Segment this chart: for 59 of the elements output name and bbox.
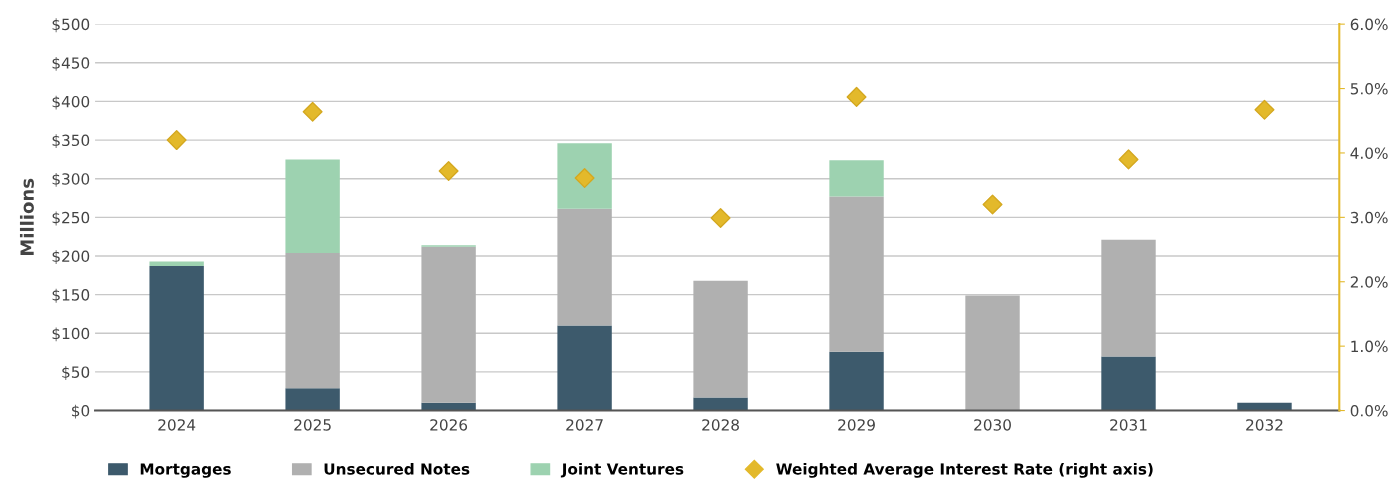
point (438, 160, 459, 181)
bar (285, 388, 340, 411)
y2-tick-label: 1.0% (1351, 340, 1388, 353)
bar (965, 295, 1020, 411)
bar (149, 261, 204, 267)
bar (693, 397, 748, 411)
legend-label: Joint Ventures (560, 462, 684, 478)
bar (829, 196, 884, 352)
legend-label: Mortgages (140, 463, 231, 478)
point (302, 101, 323, 122)
x-tick-label: 2031 (1110, 419, 1147, 431)
y2-tick-label: 5.0% (1350, 83, 1388, 95)
point (982, 194, 1003, 215)
bar (693, 280, 748, 398)
y-tick-label: $100 (52, 327, 90, 342)
bar (557, 143, 612, 209)
x-tick-label: 2032 (1246, 419, 1283, 431)
y-tick-label: $250 (52, 211, 90, 226)
y-axis-title: Millions (19, 178, 34, 256)
x-tick-label: 2025 (294, 419, 331, 431)
point (166, 130, 187, 151)
y-tick-label: $450 (52, 56, 90, 71)
bar (1101, 356, 1156, 411)
x-tick-label: 2028 (702, 419, 739, 431)
y-tick-label: $300 (52, 172, 90, 187)
bar (421, 402, 476, 411)
bar (1101, 239, 1156, 357)
y-tick-label: $400 (52, 95, 90, 110)
bar (829, 160, 884, 197)
x-tick-label: 2029 (838, 419, 875, 431)
y2-tick-label: 0.0% (1350, 405, 1388, 417)
y2-tick-label: 6.0% (1350, 18, 1388, 31)
y2-tick-label: 2.0% (1350, 276, 1388, 288)
y2-tick-label: 3.0% (1350, 211, 1388, 224)
legend-label: Weighted Average Interest Rate (right axis) (776, 462, 1153, 478)
point (1254, 99, 1275, 120)
bar (149, 266, 204, 411)
y-tick-label: $50 (62, 366, 90, 380)
y-tick-label: $150 (52, 288, 90, 303)
legend-label: Unsecured Notes (324, 462, 470, 475)
y-tick-label: $350 (52, 134, 90, 149)
point (846, 86, 867, 107)
y2-tick-label: 4.0% (1350, 147, 1388, 159)
x-tick-label: 2024 (158, 419, 196, 431)
y-tick-label: $500 (52, 18, 90, 33)
y-tick-label: $200 (52, 250, 90, 265)
point (1118, 149, 1139, 170)
x-tick-label: 2026 (430, 419, 468, 431)
x-tick-label: 2030 (974, 419, 1011, 431)
bar (1237, 402, 1292, 411)
point (710, 207, 731, 229)
bar (285, 252, 340, 389)
bar (557, 208, 612, 326)
bar (829, 351, 884, 411)
y-tick-label: $0 (72, 404, 90, 419)
bar (557, 325, 612, 411)
bar (285, 159, 340, 253)
bar (421, 246, 476, 403)
x-tick-label: 2027 (566, 419, 603, 431)
